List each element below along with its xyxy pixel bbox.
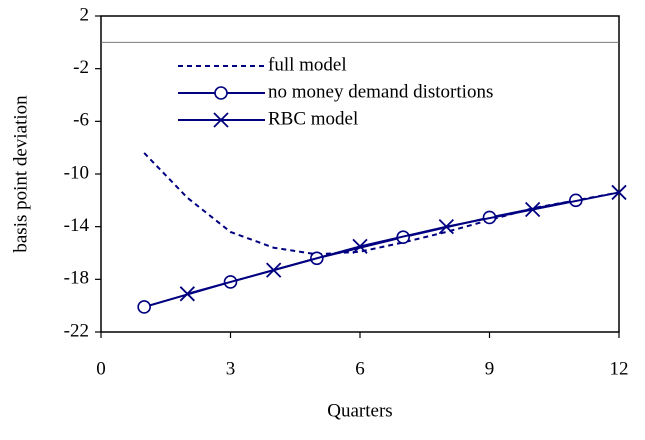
x-tick-label: 6 [355,358,365,379]
x-axis-label: Quarters [327,400,392,421]
marker [137,300,151,314]
y-tick-label: -14 [64,215,90,236]
x-tick-label: 0 [96,358,106,379]
marker [266,262,282,278]
x-tick-label: 3 [226,358,236,379]
y-axis-label: basis point deviation [10,95,31,253]
y-tick-label: -22 [64,320,89,341]
y-tick-label: -6 [73,110,89,131]
marker [438,219,454,235]
marker [525,201,541,218]
legend-label: full model [268,54,347,75]
x-tick-label: 9 [485,358,495,379]
legend-label: RBC model [268,108,358,129]
y-tick-label: 2 [80,4,90,25]
y-tick-label: -10 [64,162,89,183]
series-line [143,152,620,256]
y-tick-label: -2 [73,57,89,78]
marker [352,238,368,255]
marker [611,184,627,201]
marker [213,112,229,128]
legend-label: no money demand distortions [268,81,493,102]
marker [214,86,228,100]
series-line [143,199,577,308]
y-tick-label: -18 [64,268,89,289]
x-tick-label: 12 [610,358,629,379]
series-line [187,191,620,295]
plot-frame [100,15,620,333]
marker [179,286,195,302]
